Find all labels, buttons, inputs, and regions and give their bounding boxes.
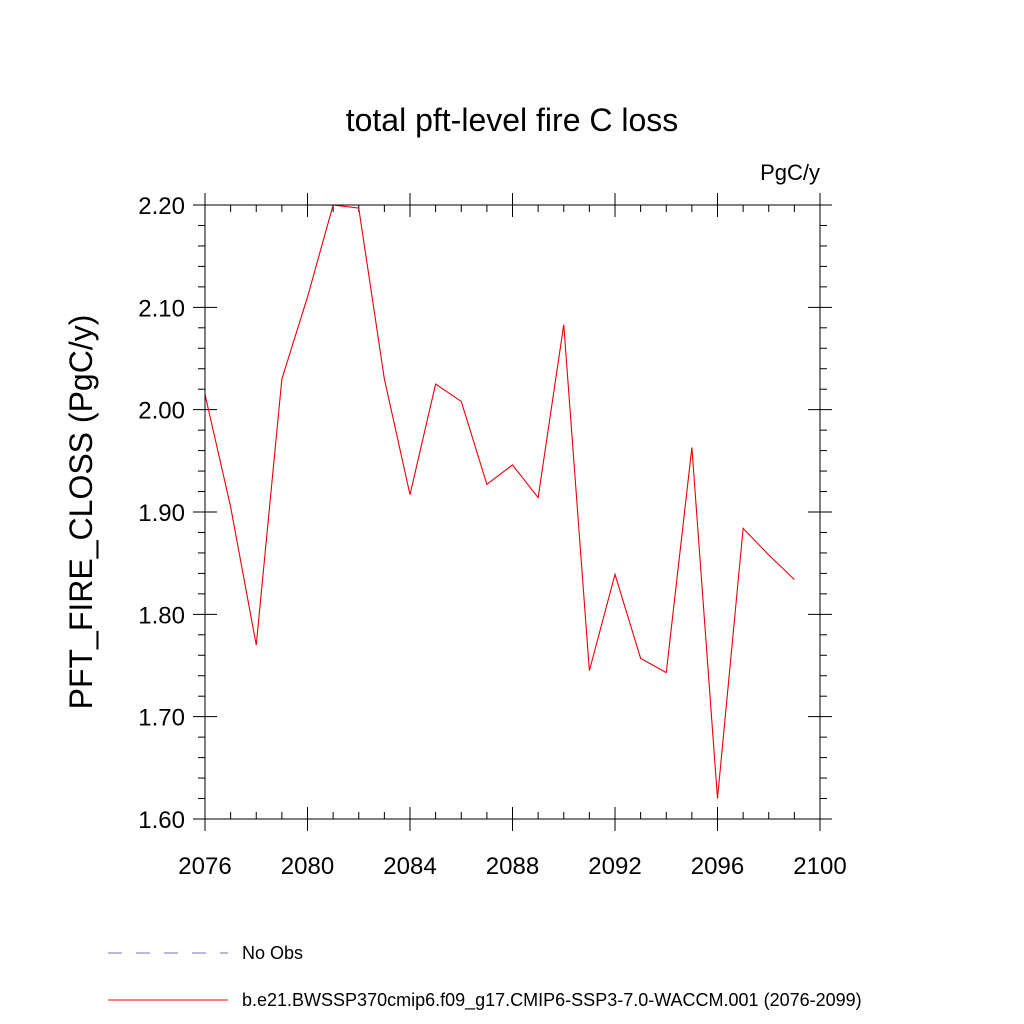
plot-area-frame [204,204,821,820]
y-axis-label: PFT_FIRE_CLOSS (PgC/y) [63,315,99,710]
x-tick-label: 2088 [486,853,539,880]
legend-label-model-run: b.e21.BWSSP370cmip6.f09_g17.CMIP6-SSP3-7… [242,990,862,1011]
x-tick-label: 2080 [281,853,334,880]
y-tick-label: 1.90 [138,500,185,527]
x-tick-label: 2092 [588,853,641,880]
x-tick-label: 2076 [178,853,231,880]
axis-ticks [193,193,832,831]
y-tick-label: 2.20 [138,193,185,220]
tick-labels: 2076 2080 2084 2088 2092 2096 2100 1.60 1.70 1.80… [138,193,846,880]
y-tick-label: 2.00 [138,398,185,425]
series-line [204,204,795,799]
x-tick-label: 2084 [383,853,436,880]
y-tick-label: 1.70 [138,705,185,732]
legend: No Obs b.e21.BWSSP370cmip6.f09_g17.CMIP6… [108,943,862,1011]
units-label: PgC/y [760,160,820,185]
x-tick-label: 2096 [691,853,744,880]
series-layer [204,204,795,799]
y-tick-label: 2.10 [138,295,185,322]
chart-title: total pft-level fire C loss [346,102,679,138]
y-tick-label: 1.60 [138,807,185,834]
x-tick-label: 2100 [793,853,846,880]
legend-label-no-obs: No Obs [242,943,303,963]
y-tick-label: 1.80 [138,602,185,629]
